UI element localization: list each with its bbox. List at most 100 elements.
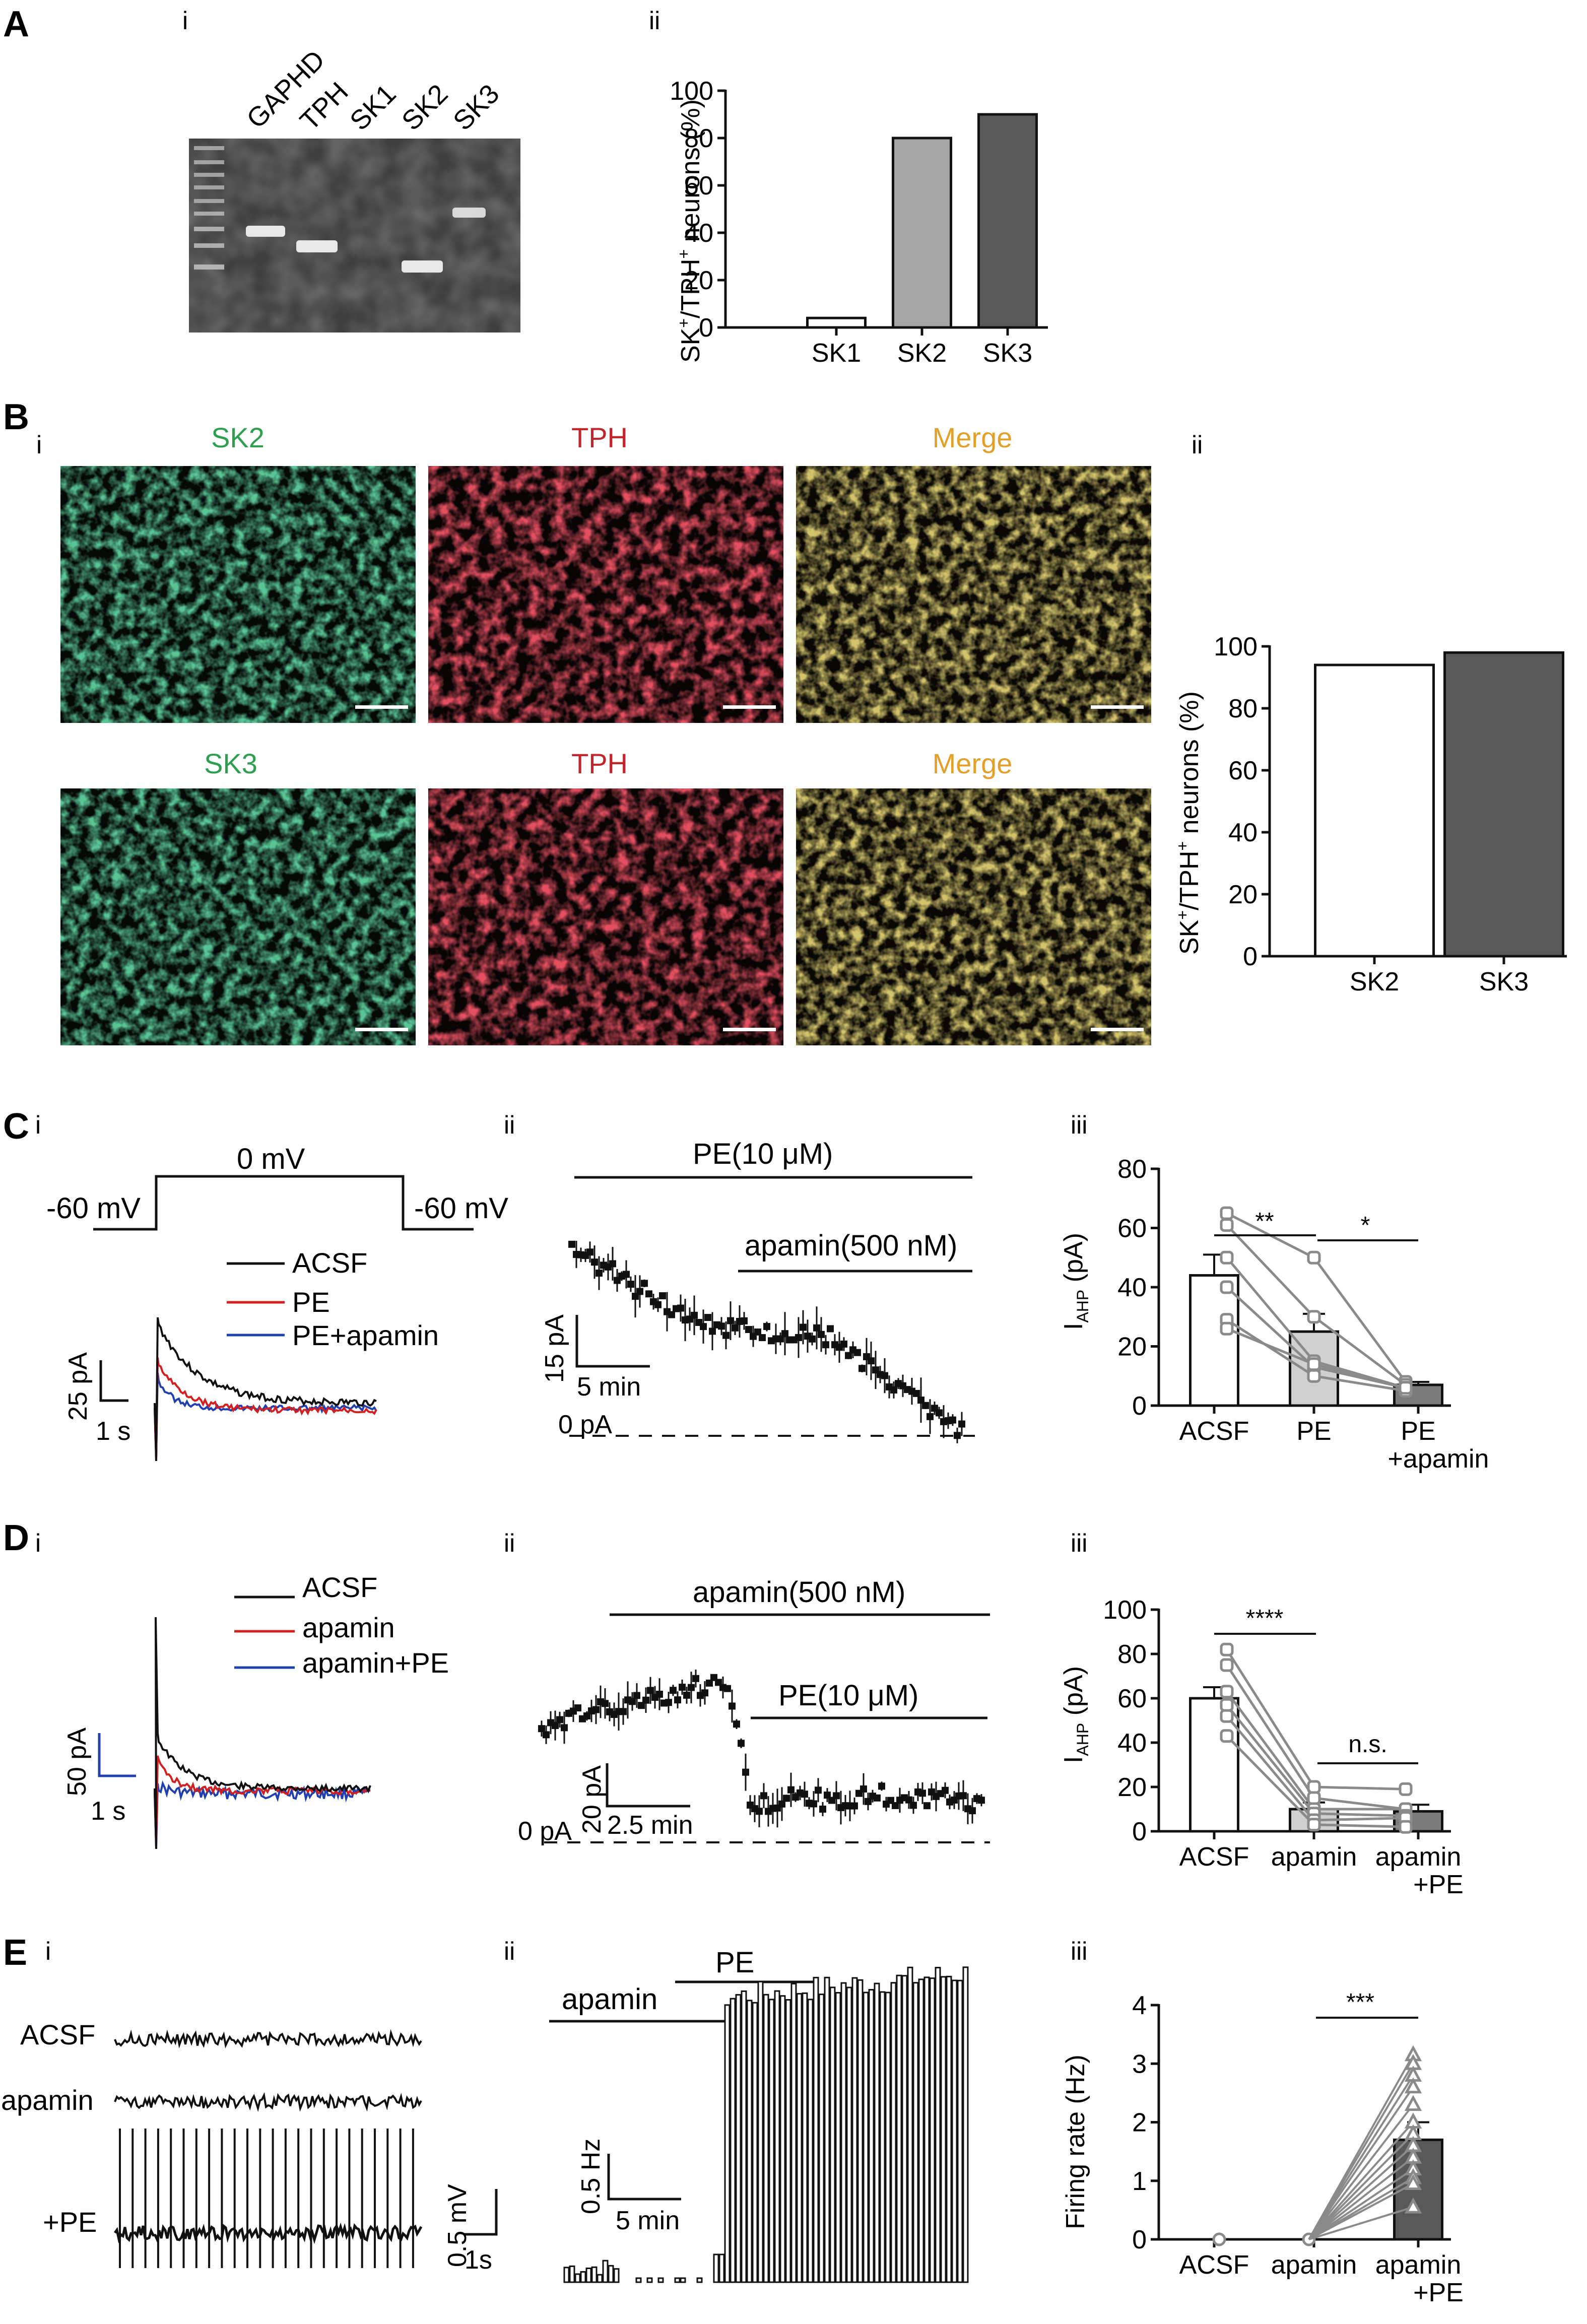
y-tick-label: 40 xyxy=(1117,1273,1147,1302)
data-point xyxy=(756,1808,763,1815)
x-tick-label: SK2 xyxy=(897,339,947,368)
paired-line xyxy=(1308,2206,1414,2240)
timecourse-points xyxy=(538,1670,985,1828)
data-point xyxy=(919,1789,926,1797)
gel-lane-label: SK1 xyxy=(344,79,402,137)
data-point xyxy=(978,1797,985,1804)
panel-b: B i ii SK2 TPH Merge SK3 TPH Merge xyxy=(3,397,1567,1045)
bar xyxy=(977,113,1038,329)
d-i-legend: ACSF apamin apamin+PE xyxy=(234,1571,449,1679)
protocol-hold-left: -60 mV xyxy=(46,1192,141,1225)
paired-line xyxy=(1308,2156,1414,2240)
data-point xyxy=(552,1722,559,1730)
hist-bar xyxy=(957,1979,963,2283)
data-point xyxy=(1404,2197,1422,2214)
sig-label: **** xyxy=(1246,1605,1284,1632)
hist-bar xyxy=(796,1993,803,2283)
data-point xyxy=(936,1409,943,1417)
trace-label-acsf: ACSF xyxy=(20,2019,95,2050)
d-i-scale-bar: 50 pA 1 s xyxy=(62,1728,136,1826)
y-tick-label: 80 xyxy=(1228,694,1258,723)
panel-b-i-label: i xyxy=(36,431,42,459)
hist-bar xyxy=(674,2277,681,2283)
data-point xyxy=(840,1340,847,1348)
panel-c: C i ii iii -60 mV 0 mV -60 mV ACSF PE PE… xyxy=(3,1106,1489,1474)
data-point xyxy=(745,1325,752,1333)
y-tick-label: 40 xyxy=(684,219,713,248)
data-point xyxy=(781,1330,788,1338)
data-point xyxy=(851,1802,858,1810)
panel-c-iii-label: iii xyxy=(1071,1111,1087,1139)
scale-bar xyxy=(1091,705,1144,709)
data-point xyxy=(620,1708,627,1715)
hist-bar xyxy=(912,1982,919,2283)
paired-line xyxy=(1308,2063,1414,2240)
hist-bar xyxy=(580,2271,586,2283)
hist-bar xyxy=(680,2277,686,2283)
data-point xyxy=(1399,1782,1413,1796)
trace-label-pe: +PE xyxy=(43,2206,97,2238)
data-point xyxy=(922,1402,929,1409)
hist-bar xyxy=(935,1967,941,2283)
data-point xyxy=(845,1352,852,1359)
scale-bar xyxy=(1091,1028,1144,1031)
data-point xyxy=(700,1323,707,1331)
data-point xyxy=(1404,2174,1422,2190)
y-tick-label: 60 xyxy=(1117,1684,1147,1713)
paired-line xyxy=(1308,2121,1414,2240)
data-point xyxy=(1399,1381,1413,1395)
data-point xyxy=(813,1324,820,1332)
micrograph-merge xyxy=(796,466,1151,723)
hist-bar xyxy=(763,1994,769,2283)
c-i-scale-bar: 25 pA 1 s xyxy=(63,1352,130,1446)
hist-bar xyxy=(735,1994,742,2283)
data-point xyxy=(1307,1357,1321,1371)
data-point xyxy=(892,1802,899,1809)
hist-bar xyxy=(874,1982,880,2283)
hist-bar xyxy=(646,2277,653,2283)
micrograph-labels: SK2 TPH Merge SK3 TPH Merge xyxy=(204,422,1012,779)
y-tick-label: 60 xyxy=(684,171,713,201)
data-point xyxy=(917,1397,924,1404)
panel-e-iii-label: iii xyxy=(1071,1937,1087,1965)
hist-bar xyxy=(597,2274,603,2283)
data-point xyxy=(674,1696,681,1704)
data-point xyxy=(1220,1658,1234,1672)
paired-line xyxy=(1308,2133,1414,2240)
hist-bar xyxy=(929,1977,936,2283)
bar xyxy=(1443,651,1564,958)
data-point xyxy=(954,1432,961,1439)
data-point xyxy=(668,1311,675,1318)
e-ii-histogram: PE apamin 0.5 Hz 5 min xyxy=(549,1946,969,2283)
data-point xyxy=(818,1331,825,1338)
data-point xyxy=(787,1786,795,1794)
panel-e: E i ii iii ACSF apamin +PE 0.5 mV 1s PE … xyxy=(1,1933,1464,2307)
data-point xyxy=(913,1389,920,1397)
data-point xyxy=(683,1691,690,1699)
data-point xyxy=(800,1323,807,1331)
hist-bar xyxy=(851,1977,858,2283)
hist-bar xyxy=(896,1974,902,2283)
data-point xyxy=(602,1700,609,1707)
e-ii-bar1-label: apamin xyxy=(562,1983,657,2016)
data-point xyxy=(1220,1280,1234,1294)
y-tick-label: 0 xyxy=(1243,942,1258,971)
y-tick-label: 20 xyxy=(684,266,713,295)
apamin-trace xyxy=(114,2092,422,2112)
micrograph-merge xyxy=(796,788,1151,1045)
x-tick-label: SK1 xyxy=(812,339,861,368)
x-tick-label: ACSF xyxy=(1179,2250,1249,2280)
c-ii-scale-y: 15 pA xyxy=(540,1314,569,1383)
hist-bar xyxy=(818,1994,825,2283)
data-point xyxy=(910,1802,917,1809)
d-iii-significance: **** n.s. xyxy=(1214,1605,1418,1764)
data-point xyxy=(1220,1729,1234,1743)
data-point xyxy=(729,1702,736,1710)
x-tick-label: PE xyxy=(1296,1417,1331,1446)
scale-y-label: 25 pA xyxy=(63,1352,93,1421)
hist-bar xyxy=(829,1986,836,2283)
firing-histogram xyxy=(563,1966,969,2283)
data-point xyxy=(949,1416,956,1424)
paired-line xyxy=(1308,2075,1414,2240)
data-point xyxy=(881,1372,888,1379)
